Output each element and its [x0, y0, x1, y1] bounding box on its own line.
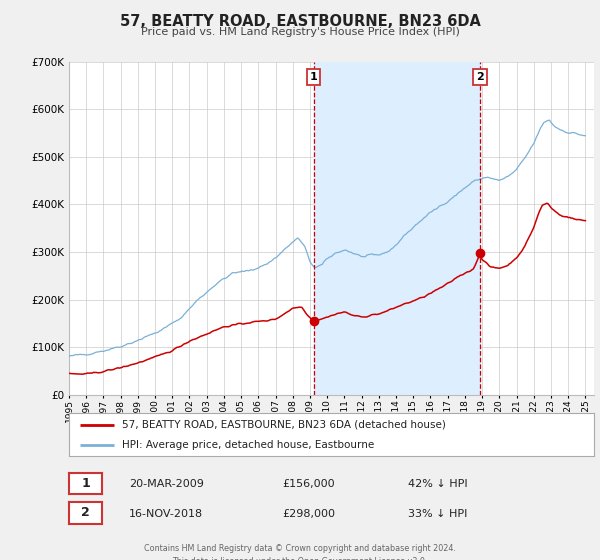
Text: 57, BEATTY ROAD, EASTBOURNE, BN23 6DA: 57, BEATTY ROAD, EASTBOURNE, BN23 6DA — [119, 14, 481, 29]
Text: 33% ↓ HPI: 33% ↓ HPI — [408, 508, 467, 519]
Text: 2: 2 — [476, 72, 484, 82]
Text: 2: 2 — [81, 506, 90, 520]
Text: 57, BEATTY ROAD, EASTBOURNE, BN23 6DA (detached house): 57, BEATTY ROAD, EASTBOURNE, BN23 6DA (d… — [121, 420, 445, 430]
Text: Price paid vs. HM Land Registry's House Price Index (HPI): Price paid vs. HM Land Registry's House … — [140, 27, 460, 37]
Text: £298,000: £298,000 — [282, 508, 335, 519]
Bar — [314, 62, 480, 395]
Text: 1: 1 — [81, 477, 90, 491]
Text: £156,000: £156,000 — [282, 479, 335, 489]
Text: 42% ↓ HPI: 42% ↓ HPI — [408, 479, 467, 489]
Text: HPI: Average price, detached house, Eastbourne: HPI: Average price, detached house, East… — [121, 441, 374, 450]
Text: 16-NOV-2018: 16-NOV-2018 — [129, 508, 203, 519]
Text: Contains HM Land Registry data © Crown copyright and database right 2024.
This d: Contains HM Land Registry data © Crown c… — [144, 544, 456, 560]
Text: 1: 1 — [310, 72, 317, 82]
Text: 20-MAR-2009: 20-MAR-2009 — [129, 479, 204, 489]
